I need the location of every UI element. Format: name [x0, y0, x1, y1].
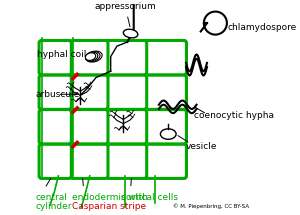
- Text: cortical cells: cortical cells: [121, 193, 178, 202]
- Text: arbuscule: arbuscule: [35, 90, 80, 99]
- Ellipse shape: [85, 53, 96, 60]
- Text: cylinder: cylinder: [35, 202, 72, 211]
- FancyBboxPatch shape: [39, 75, 71, 109]
- Text: hyphal coil: hyphal coil: [38, 50, 94, 59]
- FancyBboxPatch shape: [70, 144, 108, 178]
- Ellipse shape: [123, 29, 138, 38]
- Ellipse shape: [85, 52, 100, 61]
- FancyBboxPatch shape: [70, 40, 108, 75]
- Ellipse shape: [85, 52, 98, 61]
- Text: vesicle: vesicle: [186, 142, 218, 151]
- FancyBboxPatch shape: [106, 75, 147, 109]
- Text: © M. Piepenbring, CC BY-SA: © M. Piepenbring, CC BY-SA: [173, 204, 250, 209]
- FancyBboxPatch shape: [70, 75, 108, 109]
- FancyBboxPatch shape: [144, 40, 187, 75]
- Text: coenocytic hypha: coenocytic hypha: [194, 111, 274, 120]
- Text: chlamydospore: chlamydospore: [228, 23, 297, 32]
- FancyBboxPatch shape: [106, 40, 147, 75]
- Circle shape: [204, 12, 227, 35]
- Ellipse shape: [86, 51, 102, 62]
- FancyBboxPatch shape: [144, 75, 187, 109]
- Text: appressorium: appressorium: [94, 3, 156, 27]
- FancyBboxPatch shape: [39, 110, 71, 144]
- Text: endodermis with: endodermis with: [72, 193, 148, 202]
- FancyBboxPatch shape: [39, 40, 71, 75]
- Ellipse shape: [160, 129, 176, 139]
- FancyBboxPatch shape: [70, 110, 108, 144]
- FancyBboxPatch shape: [39, 144, 71, 178]
- Text: Casparian stripe: Casparian stripe: [72, 202, 146, 211]
- Text: central: central: [35, 193, 67, 202]
- FancyBboxPatch shape: [144, 144, 187, 178]
- FancyBboxPatch shape: [106, 110, 147, 144]
- FancyBboxPatch shape: [106, 144, 147, 178]
- FancyBboxPatch shape: [144, 110, 187, 144]
